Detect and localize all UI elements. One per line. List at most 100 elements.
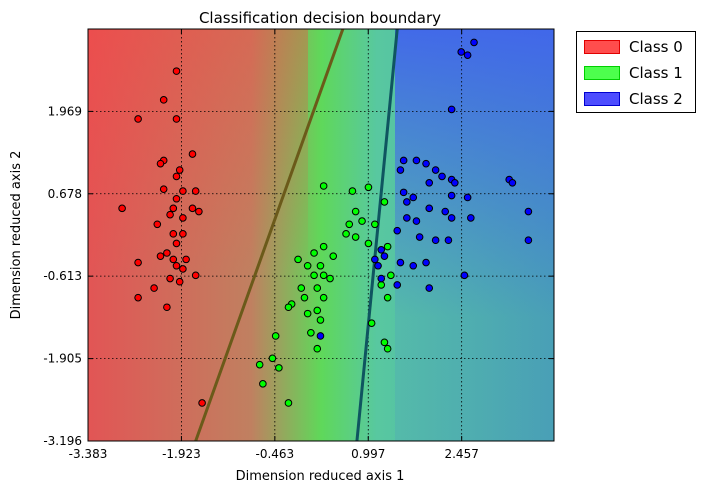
- point-class-2: [377, 246, 386, 254]
- point-class-1: [358, 217, 366, 225]
- point-class-0: [156, 159, 165, 168]
- point-class-1: [351, 233, 360, 241]
- point-class-0: [169, 204, 178, 213]
- point-class-1: [303, 309, 312, 318]
- point-class-2: [425, 204, 434, 213]
- point-class-0: [172, 115, 181, 123]
- point-class-0: [175, 277, 184, 286]
- point-class-0: [118, 204, 126, 213]
- point-class-1: [268, 354, 277, 363]
- point-class-2: [380, 252, 389, 260]
- decision-regions: [88, 29, 554, 441]
- point-class-1: [329, 252, 338, 260]
- point-class-1: [342, 230, 350, 238]
- point-class-2: [393, 226, 402, 235]
- legend-label-class-1: Class 1: [629, 64, 683, 82]
- x-axis-ticks: -3.383 -1.923 -0.463 0.997 2.457: [69, 29, 479, 461]
- point-class-2: [451, 178, 459, 187]
- point-class-2: [371, 255, 379, 264]
- point-class-1: [345, 220, 354, 229]
- point-class-1: [364, 239, 373, 248]
- region-class-0-tint: [88, 29, 308, 441]
- point-class-1: [367, 319, 376, 327]
- point-class-2: [377, 274, 386, 283]
- point-class-2: [470, 38, 478, 47]
- point-class-2: [447, 214, 456, 222]
- point-class-2: [422, 258, 430, 267]
- point-class-2: [508, 178, 517, 187]
- point-class-1: [351, 207, 360, 216]
- decision-boundaries: [194, 29, 399, 441]
- point-class-1: [319, 271, 328, 280]
- point-class-0: [159, 185, 168, 193]
- point-class-2: [447, 105, 456, 114]
- point-class-1: [326, 274, 334, 283]
- point-class-2: [438, 172, 446, 181]
- point-class-2: [467, 214, 475, 222]
- legend: Class 0 Class 1 Class 2: [576, 31, 696, 113]
- chart-title: Classification decision boundary: [199, 9, 441, 27]
- y-axis-label: Dimension reduced axis 2: [9, 151, 24, 320]
- point-class-0: [175, 166, 184, 174]
- legend-item-class-2: Class 2: [584, 89, 683, 109]
- point-class-0: [179, 265, 187, 273]
- point-class-1: [316, 316, 325, 324]
- point-class-2: [460, 271, 469, 280]
- point-class-0: [150, 284, 158, 292]
- point-class-1: [313, 306, 322, 315]
- legend-swatch-class-0: [584, 40, 620, 54]
- point-class-0: [153, 220, 162, 229]
- x-tick-label: -0.463: [255, 447, 294, 461]
- point-class-1: [300, 293, 309, 302]
- point-class-1: [255, 360, 264, 369]
- point-class-2: [444, 236, 453, 245]
- legend-item-class-1: Class 1: [584, 63, 683, 83]
- point-class-1: [380, 338, 389, 347]
- point-class-0: [172, 194, 181, 203]
- point-class-2: [422, 159, 430, 168]
- point-class-0: [198, 399, 206, 407]
- boundary-0-1: [194, 29, 345, 441]
- point-class-2: [374, 261, 382, 270]
- point-class-2: [415, 233, 424, 241]
- point-class-0: [169, 255, 178, 264]
- point-class-1: [284, 399, 293, 407]
- point-class-0: [159, 96, 168, 104]
- point-class-0: [134, 293, 142, 302]
- point-class-1: [319, 293, 328, 302]
- point-class-0: [188, 150, 197, 158]
- point-class-1: [383, 242, 392, 251]
- point-class-1: [319, 242, 328, 251]
- y-tick-label: -1.905: [43, 352, 82, 366]
- legend-item-class-0: Class 0: [584, 37, 683, 57]
- point-class-0: [179, 187, 187, 195]
- point-class-2: [524, 207, 533, 216]
- point-class-0: [156, 252, 165, 260]
- point-class-2: [399, 156, 408, 165]
- x-tick-label: -1.923: [162, 447, 201, 461]
- point-class-0: [191, 271, 200, 280]
- point-class-2: [396, 166, 405, 174]
- point-class-2: [403, 214, 411, 222]
- boundary-1-2: [355, 29, 399, 441]
- point-class-0: [163, 303, 171, 312]
- point-class-2: [524, 236, 533, 245]
- x-tick-label: 0.997: [351, 447, 385, 461]
- plot-frame: [87, 28, 555, 442]
- point-class-2: [403, 198, 411, 206]
- point-class-1: [313, 344, 322, 353]
- point-class-1: [387, 271, 395, 280]
- point-class-0: [166, 274, 174, 283]
- point-class-1: [307, 328, 315, 337]
- point-class-2: [441, 207, 450, 216]
- point-class-1: [303, 261, 312, 270]
- point-class-1: [383, 344, 392, 353]
- point-class-1: [380, 198, 389, 206]
- point-class-2: [463, 193, 472, 202]
- point-class-1: [259, 380, 267, 388]
- y-tick-label: 1.969: [48, 104, 82, 118]
- point-class-2: [425, 284, 434, 292]
- point-class-0: [195, 207, 203, 216]
- point-class-2: [447, 191, 456, 200]
